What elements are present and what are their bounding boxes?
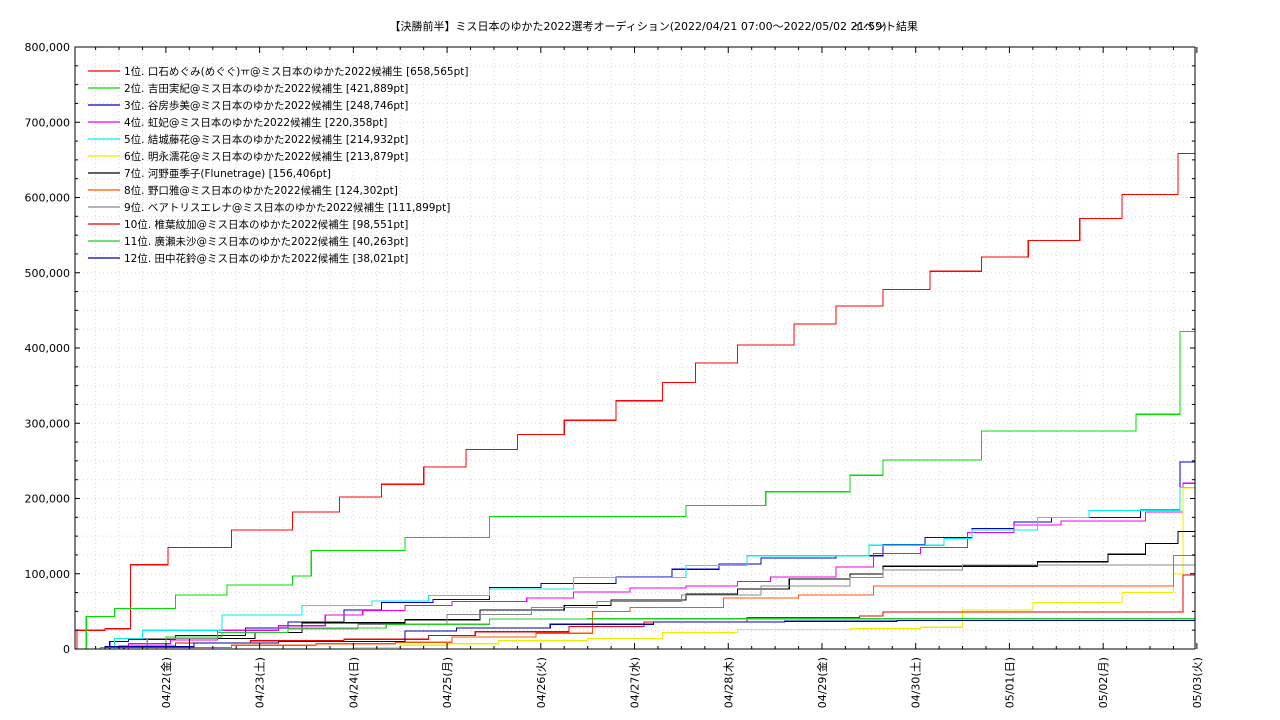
y-tick-label: 800,000 [25, 41, 71, 54]
x-tick-label: 05/02(月) [1097, 657, 1110, 708]
legend: 1位. 口石めぐみ(めぐぐ)ㅠ@ミス日本のゆかた2022候補生 [658,565… [88, 65, 468, 265]
x-tick-label: 04/27(水) [629, 657, 642, 708]
legend-entry: 4位. 虹妃@ミス日本のゆかた2022候補生 [220,358pt] [124, 116, 387, 129]
y-tick-label: 600,000 [25, 192, 71, 205]
x-tick-label: 04/22(金) [159, 657, 173, 708]
y-tick-label: 500,000 [25, 267, 71, 280]
legend-entry: 5位. 結城藤花@ミス日本のゆかた2022候補生 [214,932pt] [124, 133, 408, 146]
x-tick-label: 04/26(火) [535, 657, 548, 708]
legend-entry: 8位. 野口雅@ミス日本のゆかた2022候補生 [124,302pt] [124, 184, 398, 197]
x-tick-label: 04/23(土) [254, 657, 267, 708]
chart-subtitle: イベント結果 [852, 19, 918, 33]
axes: 0 100,000 200,000 300,000 400,000 500,000 600,… [25, 41, 1204, 708]
series-line-1 [75, 152, 1195, 650]
chart-title: 【決勝前半】ミス日本のゆかた2022選考オーディション(2022/04/21 0… [390, 19, 887, 33]
grid-lines [75, 47, 1195, 649]
legend-entry: 6位. 明永濡花@ミス日本のゆかた2022候補生 [213,879pt] [124, 150, 408, 163]
x-tick-label: 04/28(木) [722, 657, 735, 708]
legend-entry: 3位. 谷房歩美@ミス日本のゆかた2022候補生 [248,746pt] [124, 99, 408, 112]
x-tick-label: 04/30(土) [910, 657, 923, 708]
legend-entry: 12位. 田中花鈴@ミス日本のゆかた2022候補生 [38,021pt] [124, 252, 408, 265]
series-line-6 [75, 487, 1195, 650]
y-tick-label: 400,000 [25, 342, 71, 355]
y-tick-label: 700,000 [25, 116, 71, 129]
series-line-4 [75, 482, 1195, 650]
legend-entry: 11位. 廣瀬未沙@ミス日本のゆかた2022候補生 [40,263pt] [124, 235, 408, 248]
y-tick-label: 100,000 [25, 568, 71, 581]
legend-entry: 1位. 口石めぐみ(めぐぐ)ㅠ@ミス日本のゆかた2022候補生 [658,565… [124, 65, 468, 78]
x-tick-label: 04/29(金) [815, 657, 829, 708]
x-tick-label: 04/25(月) [441, 657, 454, 708]
x-tick-label: 05/03(火) [1191, 657, 1204, 708]
x-tick-label: 05/01(日) [1003, 657, 1016, 708]
series-line-2 [75, 330, 1195, 650]
y-tick-label: 300,000 [25, 417, 71, 430]
legend-entry: 9位. ベアトリスエレナ@ミス日本のゆかた2022候補生 [111,899pt] [124, 201, 450, 214]
series-line-8 [75, 554, 1195, 650]
x-tick-label: 04/24(日) [347, 657, 360, 708]
series-lines [75, 152, 1195, 650]
y-tick-label: 0 [63, 643, 70, 656]
series-line-7 [75, 530, 1195, 650]
series-line-5 [75, 486, 1195, 650]
legend-entry: 10位. 椎葉紋加@ミス日本のゆかた2022候補生 [98,551pt] [124, 218, 408, 231]
series-line-12 [75, 619, 1195, 650]
legend-entry: 2位. 吉田実紀@ミス日本のゆかた2022候補生 [421,889pt] [124, 82, 408, 95]
series-line-11 [75, 618, 1195, 650]
legend-entry: 7位. 河野亜季子(Flunetrage) [156,406pt] [124, 167, 331, 180]
y-tick-label: 200,000 [25, 493, 71, 506]
